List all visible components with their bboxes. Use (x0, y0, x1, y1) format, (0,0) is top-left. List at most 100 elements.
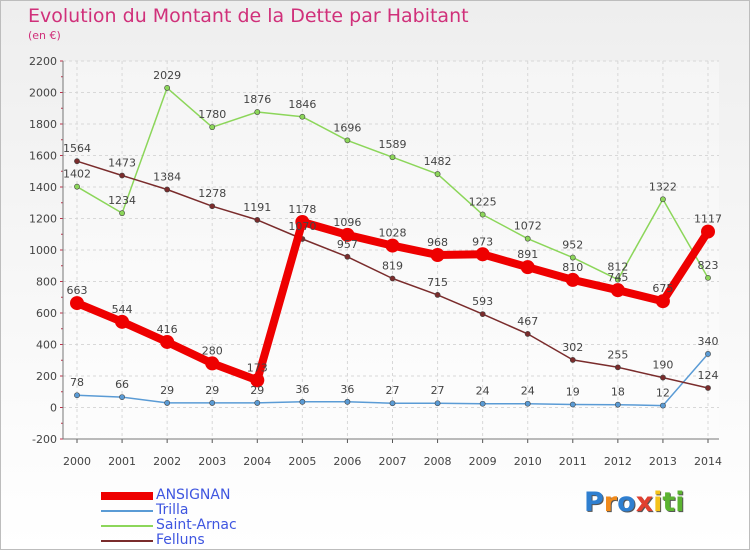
x-tick-label: 2000 (63, 455, 91, 468)
data-label: 27 (431, 384, 445, 397)
data-label: 467 (517, 315, 538, 328)
data-label: 1070 (288, 220, 316, 233)
data-label: 823 (698, 259, 719, 272)
legend-label: ANSIGNAN (156, 487, 231, 503)
data-point (74, 158, 80, 165)
data-point (299, 113, 306, 120)
logo-letter: P (584, 487, 604, 518)
logo-letter: t (662, 487, 676, 518)
x-tick-label: 2005 (288, 455, 316, 468)
data-point (569, 254, 576, 261)
y-tick-label: 1400 (29, 181, 57, 194)
data-point (565, 272, 580, 287)
data-point (705, 351, 711, 357)
data-label: 1072 (514, 220, 542, 233)
legend-item-felluns: Felluns (101, 532, 361, 549)
legend-swatch (101, 492, 153, 500)
data-label: 78 (70, 376, 84, 389)
data-label: 29 (160, 384, 174, 397)
legend-swatch (101, 540, 153, 542)
data-label: 18 (611, 386, 625, 399)
data-label: 1696 (333, 121, 361, 134)
proxiti-logo: Proxiti (584, 487, 685, 518)
logo-letter: o (617, 487, 636, 518)
data-label: 1482 (424, 155, 452, 168)
data-label: 957 (337, 238, 358, 251)
data-point (434, 171, 441, 177)
data-label: 891 (517, 248, 538, 261)
data-point (389, 400, 396, 407)
data-point (389, 154, 396, 161)
data-point (614, 401, 621, 408)
data-label: 1402 (63, 168, 91, 181)
grid (63, 60, 719, 440)
x-tick-label: 2014 (694, 455, 722, 468)
x-tick-label: 2011 (559, 455, 587, 468)
data-label: 1473 (108, 157, 136, 170)
data-label: 1322 (649, 180, 677, 193)
data-label: 1178 (288, 203, 316, 216)
data-point (430, 248, 445, 263)
data-labels: 78 66 29 29 29 36 36 27 27 24 24 19 18 12 340 1402 1234 2… (63, 69, 722, 400)
data-point (209, 203, 216, 210)
data-label: 1225 (469, 196, 497, 209)
data-point (340, 227, 355, 242)
data-point (524, 400, 531, 407)
data-point (614, 364, 621, 371)
data-label: 340 (698, 335, 719, 348)
data-label: 29 (205, 384, 219, 397)
data-label: 1117 (694, 213, 722, 226)
data-point (475, 247, 490, 262)
x-tick-label: 2007 (379, 455, 407, 468)
data-label: 29 (250, 384, 264, 397)
data-label: 593 (472, 295, 493, 308)
y-tick-label: 1800 (29, 118, 57, 131)
data-point (74, 183, 80, 190)
data-point (660, 374, 666, 381)
data-label: 36 (295, 383, 309, 396)
data-label: 1028 (379, 227, 407, 240)
x-tick-label: 2006 (333, 455, 361, 468)
x-tick-label: 2012 (604, 455, 632, 468)
data-point (164, 85, 171, 91)
chart-title: Evolution du Montant de la Dette par Hab… (28, 5, 469, 27)
data-label: 27 (386, 384, 400, 397)
x-tick-label: 2002 (153, 455, 181, 468)
data-point (479, 311, 486, 318)
x-tick-label: 2001 (108, 455, 136, 468)
y-tick-label: 600 (36, 307, 57, 320)
data-point (520, 260, 535, 275)
data-label: 24 (521, 385, 535, 398)
data-point (434, 291, 441, 298)
data-point (250, 373, 265, 388)
data-point (389, 275, 396, 282)
x-tick-label: 2003 (198, 455, 226, 468)
data-label: 1876 (243, 93, 271, 106)
data-point (295, 214, 310, 229)
logo-letter: x (635, 487, 654, 518)
data-point (660, 196, 666, 203)
data-label: 1191 (243, 201, 271, 214)
data-point (524, 331, 531, 337)
data-point (610, 283, 625, 298)
data-label: 810 (562, 261, 583, 274)
x-tick-label: 2008 (424, 455, 452, 468)
data-label: 1846 (288, 98, 316, 111)
data-label: 66 (115, 378, 129, 391)
data-label: 973 (472, 235, 493, 248)
logo-letter: i (653, 487, 663, 518)
data-label: 1384 (153, 171, 181, 184)
data-point (115, 314, 130, 329)
data-point (209, 124, 216, 131)
data-point (705, 274, 711, 281)
data-label: 302 (562, 341, 583, 354)
x-tick-label: 2004 (243, 455, 271, 468)
y-tick-label: 200 (36, 370, 57, 383)
data-label: 280 (202, 344, 223, 357)
data-point (119, 172, 125, 179)
data-point (209, 400, 216, 406)
data-label: 1564 (63, 142, 91, 155)
y-tick-label: 2200 (29, 55, 57, 68)
